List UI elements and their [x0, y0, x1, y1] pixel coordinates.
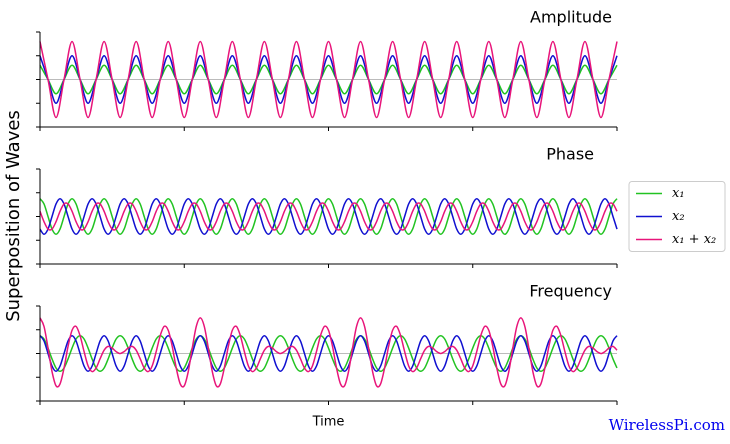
legend-box: [628, 181, 726, 252]
wave-line: [39, 202, 618, 231]
legend-label: x₂: [672, 209, 685, 224]
panel-title: Frequency: [529, 282, 612, 301]
wave-line: [39, 197, 618, 236]
wave-line: [39, 54, 618, 105]
legend-label: x₁ + x₂: [672, 232, 716, 247]
wave-line: [39, 64, 618, 95]
legend-label: x₁: [672, 186, 685, 201]
wave-line: [39, 317, 618, 388]
wave-line: [39, 40, 618, 119]
wave-line: [39, 197, 618, 236]
x-axis-label: Time: [312, 415, 345, 430]
panel-title: Amplitude: [530, 8, 612, 27]
y-axis-label: Superposition of Waves: [3, 110, 24, 322]
panel-title: Phase: [546, 145, 594, 164]
watermark: WirelessPi.com: [609, 416, 725, 434]
wave-line: [39, 334, 618, 373]
